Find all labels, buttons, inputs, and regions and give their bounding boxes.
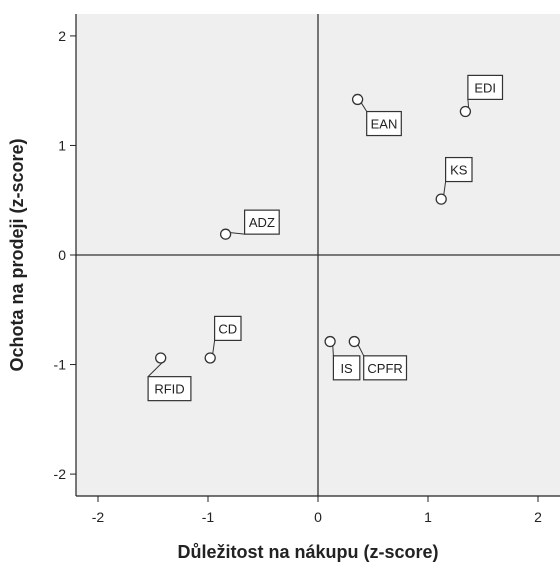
y-tick-label: 1 bbox=[58, 137, 66, 153]
y-tick-label: 2 bbox=[58, 28, 66, 44]
x-tick-label: 1 bbox=[424, 509, 432, 525]
reference-lines bbox=[76, 14, 560, 496]
point-label-box bbox=[214, 315, 242, 341]
y-tick-label: -1 bbox=[54, 357, 67, 373]
point-leader-line bbox=[212, 340, 216, 354]
point-leader-line bbox=[230, 232, 245, 235]
point-leader-line bbox=[467, 99, 470, 108]
point-marker bbox=[324, 335, 336, 348]
x-tick-label: 0 bbox=[314, 509, 322, 525]
point-label-box bbox=[332, 355, 361, 381]
point-leader-line bbox=[443, 181, 447, 195]
y-axis-ticks: -2 -1 0 1 2 bbox=[54, 28, 76, 482]
point-marker bbox=[348, 335, 360, 348]
point-marker bbox=[435, 193, 447, 205]
axes: -2 -1 0 1 2 -2 -1 0 1 2 bbox=[54, 14, 560, 525]
point-leader-line bbox=[332, 345, 334, 356]
point-label-box bbox=[363, 355, 408, 381]
x-tick-label: -2 bbox=[92, 509, 105, 525]
point-label: ADZ bbox=[249, 215, 275, 230]
x-axis-label: Důležitost na nákupu (z-score) bbox=[177, 542, 438, 562]
point-label-box bbox=[445, 156, 473, 183]
point-marker bbox=[459, 105, 472, 118]
point-marker bbox=[219, 228, 232, 240]
y-axis-label: Ochota na prodeji (z-score) bbox=[7, 138, 27, 371]
data-point: CPFR bbox=[348, 335, 408, 381]
point-label-box bbox=[467, 74, 504, 100]
x-tick-label: 2 bbox=[534, 509, 542, 525]
point-label: CPFR bbox=[367, 361, 402, 376]
x-tick-label: -1 bbox=[202, 509, 215, 525]
data-point: EAN bbox=[351, 93, 402, 137]
point-label-box bbox=[366, 110, 402, 137]
point-leader-line bbox=[147, 362, 163, 378]
point-label: IS bbox=[340, 361, 353, 376]
data-point: IS bbox=[324, 335, 361, 381]
data-point: EDI bbox=[459, 74, 504, 118]
data-points: EDI EAN KS ADZ CD RFID IS CPFR bbox=[147, 74, 504, 402]
point-label: EAN bbox=[371, 117, 398, 132]
point-label: CD bbox=[218, 321, 237, 336]
data-point: ADZ bbox=[219, 209, 280, 240]
data-point: KS bbox=[435, 156, 473, 205]
data-point: CD bbox=[204, 315, 242, 364]
y-tick-label: 0 bbox=[58, 247, 66, 263]
point-label-box bbox=[244, 209, 280, 235]
point-label-box bbox=[147, 376, 192, 402]
data-point: RFID bbox=[147, 352, 192, 402]
point-marker bbox=[351, 93, 364, 106]
point-marker bbox=[204, 352, 216, 364]
point-leader-line bbox=[357, 344, 365, 357]
x-axis-ticks: -2 -1 0 1 2 bbox=[92, 496, 542, 525]
point-label: RFID bbox=[154, 382, 184, 397]
point-marker bbox=[155, 352, 167, 364]
y-tick-label: -2 bbox=[54, 466, 67, 482]
point-label: KS bbox=[450, 163, 468, 178]
point-leader-line bbox=[360, 102, 368, 112]
point-label: EDI bbox=[474, 80, 496, 95]
